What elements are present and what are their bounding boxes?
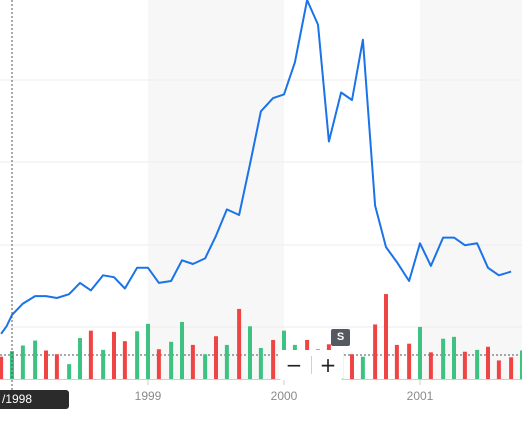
volume-bar-35 — [394, 344, 399, 379]
x-tick-label-2001: 2001 — [407, 389, 434, 403]
crosshair-date-label: /1998 — [0, 390, 69, 409]
volume-bar-0 — [0, 356, 4, 379]
volume-bar-40 — [452, 336, 456, 379]
volume-bar-46 — [520, 350, 522, 379]
volume-bar-20 — [224, 344, 229, 379]
volume-bar-38 — [428, 352, 433, 379]
volume-bar-2 — [20, 345, 25, 379]
volume-bar-37 — [418, 326, 422, 379]
volume-bar-32 — [360, 356, 365, 379]
volume-bar-13 — [146, 323, 150, 379]
year-shading-bands — [148, 0, 522, 379]
volume-bar-39 — [441, 338, 446, 379]
volume-bar-22 — [248, 326, 252, 379]
volume-bar-23 — [258, 348, 263, 379]
volume-bar-19 — [214, 336, 218, 379]
year-band-1999 — [148, 0, 284, 379]
volume-bar-18 — [203, 354, 208, 379]
x-tick-label-1999: 1999 — [135, 389, 162, 403]
volume-bar-21 — [237, 308, 242, 379]
volume-bar-17 — [190, 344, 195, 379]
volume-bar-44 — [496, 360, 501, 379]
volume-bar-5 — [54, 354, 59, 379]
year-band-2001 — [420, 0, 522, 379]
price-line-layer — [0, 0, 512, 335]
volume-bar-31 — [350, 354, 354, 379]
x-axis: 1999 2000 2001 — [0, 379, 522, 403]
volume-bar-16 — [180, 321, 184, 379]
volume-bar-6 — [67, 364, 72, 379]
volume-bar-15 — [169, 341, 174, 379]
volume-bar-42 — [475, 349, 480, 379]
volume-bar-43 — [486, 346, 490, 379]
volume-bar-4 — [44, 350, 48, 379]
price-line — [0, 0, 512, 335]
volume-bar-7 — [78, 338, 82, 379]
zoom-in-button[interactable]: + — [319, 353, 337, 377]
x-tick-label-2000: 2000 — [271, 389, 298, 403]
volume-bar-14 — [156, 349, 161, 379]
volume-bar-8 — [88, 330, 93, 379]
volume-bar-33 — [373, 324, 378, 379]
volume-bar-3 — [33, 340, 38, 379]
zoom-divider — [310, 356, 312, 374]
zoom-controls: − + — [279, 350, 343, 380]
volume-bar-10 — [112, 331, 116, 379]
volume-bar-34 — [384, 294, 388, 379]
volume-bar-41 — [462, 351, 467, 379]
split-marker-badge[interactable]: S — [331, 329, 350, 346]
volume-bar-12 — [135, 331, 140, 379]
volume-bar-36 — [407, 343, 412, 379]
volume-bar-9 — [101, 349, 106, 379]
volume-bar-11 — [122, 341, 127, 379]
zoom-out-button[interactable]: − — [285, 353, 303, 377]
volume-bar-24 — [271, 339, 276, 379]
volume-bar-45 — [509, 357, 514, 379]
